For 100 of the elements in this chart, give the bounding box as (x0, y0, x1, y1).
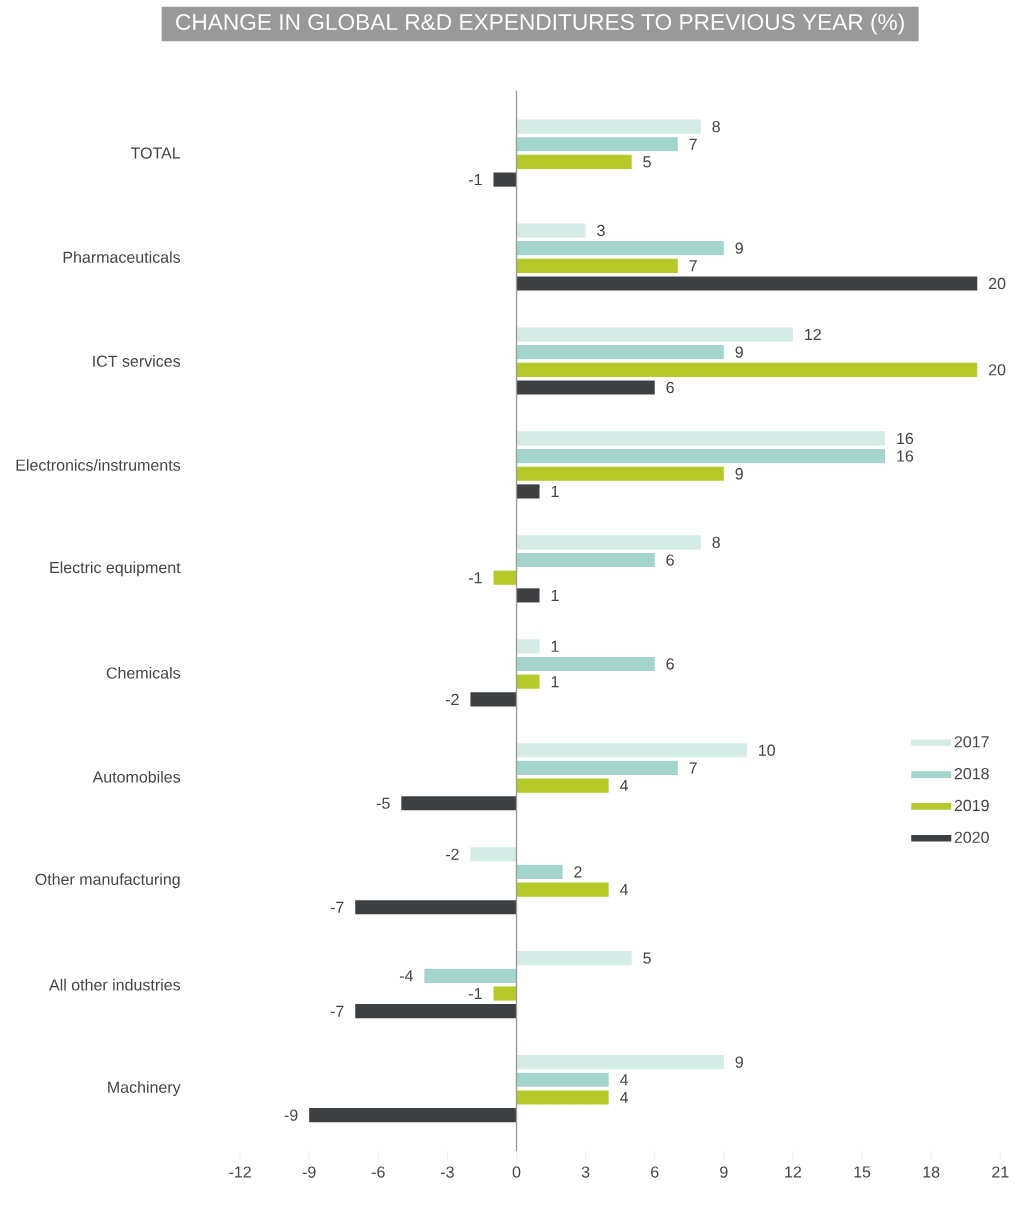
bar (516, 154, 632, 169)
bar (516, 137, 678, 152)
bar (470, 847, 517, 862)
bar (516, 674, 540, 689)
data-label: 1 (551, 589, 559, 601)
bar (516, 778, 609, 793)
data-label: 10 (759, 744, 776, 756)
bar (424, 968, 517, 983)
data-label: -7 (330, 1005, 344, 1017)
bar (516, 431, 886, 446)
x-tick-label: -12 (229, 1166, 251, 1178)
data-label: -9 (284, 1109, 298, 1121)
y-tick-label: Chemicals (106, 666, 181, 679)
x-tick-label: -9 (302, 1166, 316, 1178)
data-label: 6 (666, 381, 674, 394)
bar (516, 951, 632, 966)
data-label: 5 (643, 952, 651, 964)
data-label: 1 (551, 485, 559, 497)
data-label: 16 (897, 432, 914, 445)
data-label: -2 (446, 693, 459, 705)
chart-title: CHANGE IN GLOBAL R&D EXPENDITURES TO PREVIOUS YEAR (%) (176, 13, 904, 35)
bar (516, 276, 978, 291)
x-tick-label: 18 (923, 1166, 940, 1178)
data-label: -4 (399, 970, 413, 982)
bar (516, 327, 793, 342)
bar (516, 639, 540, 654)
data-label: 4 (620, 780, 629, 792)
x-tick-label: 6 (651, 1166, 659, 1178)
data-label: -2 (446, 848, 459, 860)
data-label: 12 (805, 328, 821, 341)
data-label: 4 (620, 884, 629, 896)
bar (516, 241, 724, 256)
data-label: 7 (689, 762, 697, 774)
bar (516, 1072, 609, 1087)
bar (516, 588, 540, 603)
bar (516, 223, 586, 238)
bar (516, 484, 540, 499)
data-label: 8 (712, 120, 720, 133)
data-label: 4 (620, 1074, 629, 1086)
data-label: 2 (574, 866, 582, 878)
y-tick-label: Automobiles (92, 770, 181, 783)
data-label: 1 (551, 640, 559, 652)
data-label: 20 (989, 277, 1006, 290)
data-label: 5 (643, 156, 651, 168)
data-label: 6 (666, 658, 674, 670)
legend-label: 2017 (954, 736, 989, 748)
x-tick-label: 0 (512, 1166, 521, 1178)
bar (516, 656, 655, 672)
bar (309, 1108, 517, 1123)
data-label: -5 (376, 797, 390, 809)
y-tick-label: Electronics/instruments (16, 459, 181, 471)
bar (516, 362, 978, 377)
y-tick-label: Other manufacturing (35, 873, 180, 889)
bar (516, 345, 724, 360)
bar (516, 119, 701, 134)
data-label: 1 (551, 676, 559, 688)
bar (516, 760, 678, 776)
x-tick-label: 3 (581, 1166, 590, 1178)
x-tick-label: 21 (992, 1166, 1009, 1178)
bar (516, 380, 655, 395)
bar (516, 1055, 724, 1070)
bar (516, 466, 724, 481)
bar (516, 449, 886, 464)
data-label: -1 (469, 174, 482, 186)
data-label: 7 (689, 260, 697, 272)
bar (516, 258, 678, 273)
y-tick-label: TOTAL (130, 147, 181, 159)
data-label: 6 (666, 554, 674, 566)
data-label: 3 (597, 224, 605, 237)
bar (493, 570, 517, 585)
y-tick-label: ICT services (93, 355, 181, 367)
data-label: 16 (897, 450, 914, 462)
x-tick-label: 15 (854, 1166, 871, 1178)
legend-label: 2018 (954, 767, 989, 780)
data-label: 8 (712, 536, 720, 549)
bar (355, 900, 517, 915)
data-label: 9 (735, 1056, 743, 1068)
y-tick-label: All other industries (49, 978, 181, 991)
bar (516, 535, 701, 550)
legend-label: 2020 (954, 831, 989, 844)
data-label: -7 (330, 901, 344, 913)
bar (493, 986, 517, 1001)
bar (493, 172, 517, 187)
x-tick-label: 12 (785, 1166, 802, 1178)
y-tick-label: Pharmaceuticals (63, 251, 181, 263)
data-label: -1 (469, 988, 482, 1000)
data-label: 4 (620, 1091, 629, 1103)
data-label: 9 (735, 468, 743, 480)
bar (516, 552, 655, 568)
x-tick-label: -3 (441, 1166, 454, 1178)
data-label: 7 (689, 138, 697, 150)
bar (516, 882, 609, 897)
data-label: 20 (989, 364, 1006, 376)
legend-label: 2019 (954, 799, 989, 812)
x-tick-label: -6 (371, 1166, 385, 1178)
bar (470, 692, 517, 707)
y-tick-label: Electric equipment (50, 561, 181, 577)
bar (355, 1004, 517, 1019)
x-tick-label: 9 (720, 1166, 728, 1178)
data-label: 9 (735, 242, 743, 254)
